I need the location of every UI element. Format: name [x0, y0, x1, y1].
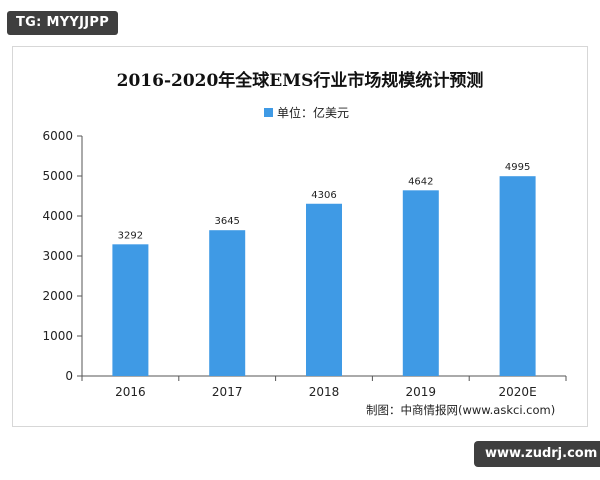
x-tick-label: 2020E: [499, 385, 537, 399]
bar-2018: [306, 203, 342, 376]
y-tick-label: 4000: [42, 209, 73, 223]
data-label: 4306: [311, 190, 336, 201]
data-label: 4642: [408, 176, 433, 187]
data-label: 4995: [505, 162, 530, 173]
x-tick-label: 2017: [212, 385, 243, 399]
legend-swatch: [264, 107, 273, 117]
bar-2016: [112, 244, 149, 376]
source-note: 制图：中商情报网(www.askci.com): [366, 403, 556, 417]
legend-label: 单位：亿美元: [277, 105, 350, 120]
bottom-watermark-badge: www.zudrj.com: [474, 441, 600, 467]
x-tick-label: 2018: [309, 385, 340, 399]
top-watermark-badge: TG: MYYJJPP: [7, 11, 119, 35]
y-tick-label: 6000: [42, 129, 73, 143]
bar-2017: [209, 230, 246, 376]
y-tick-label: 5000: [42, 169, 73, 183]
y-tick-label: 0: [65, 369, 73, 383]
x-tick-label: 2019: [406, 385, 437, 399]
chart-frame: [12, 46, 588, 427]
y-tick-label: 1000: [42, 329, 73, 343]
bar-2019: [402, 190, 439, 376]
x-tick-label: 2016: [115, 385, 146, 399]
y-tick-label: 3000: [42, 249, 73, 263]
bar-2020E: [499, 176, 536, 376]
y-tick-label: 2000: [42, 289, 73, 303]
data-label: 3645: [214, 216, 239, 227]
data-label: 3292: [118, 230, 143, 241]
chart-title: 2016-2020年全球EMS行业市场规模统计预测: [116, 71, 484, 91]
chart-legend: 单位：亿美元: [264, 104, 349, 120]
